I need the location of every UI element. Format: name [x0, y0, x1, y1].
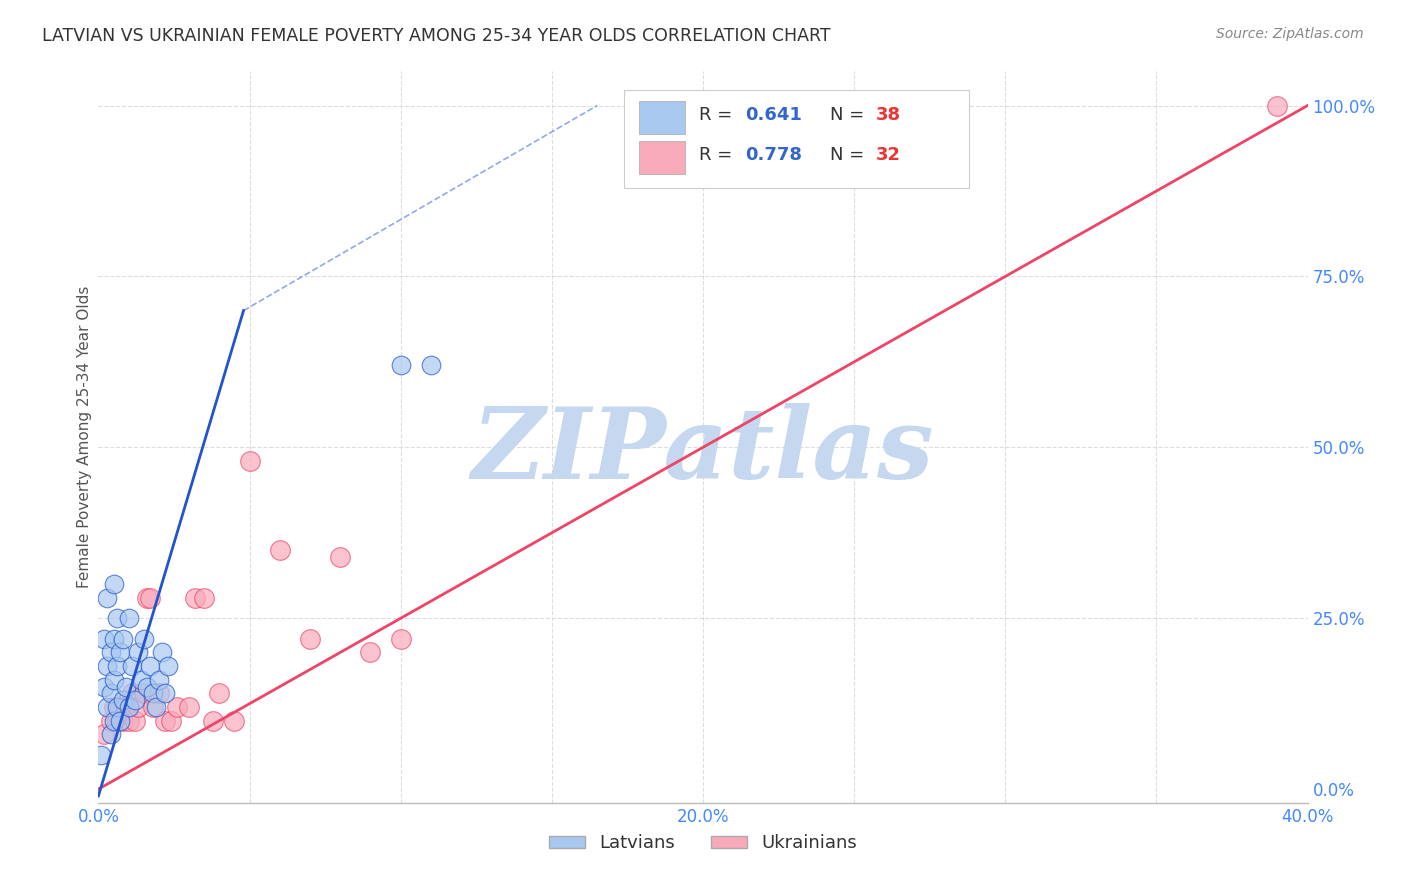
Point: [166, 700, 188, 714]
Point: [127, 700, 149, 714]
Point: [105, 700, 128, 714]
Point: [118, 714, 141, 728]
Point: [148, 686, 170, 700]
FancyBboxPatch shape: [624, 90, 969, 188]
Point: [111, 632, 134, 646]
Legend: Latvians, Ukrainians: Latvians, Ukrainians: [541, 827, 865, 860]
Point: [142, 686, 165, 700]
Point: [93, 680, 115, 694]
Point: [105, 611, 128, 625]
Point: [145, 700, 167, 714]
Bar: [638, 141, 685, 174]
Point: [103, 673, 125, 687]
Point: [153, 714, 176, 728]
Point: [108, 700, 131, 714]
Point: [132, 686, 155, 700]
Text: N =: N =: [830, 106, 870, 124]
Point: [139, 591, 162, 605]
Point: [150, 645, 173, 659]
Point: [148, 673, 170, 687]
Text: 0.641: 0.641: [745, 106, 803, 124]
Text: N =: N =: [830, 146, 870, 164]
Text: 38: 38: [876, 106, 901, 124]
Point: [179, 700, 201, 714]
Point: [93, 632, 115, 646]
Point: [1267, 98, 1289, 112]
Point: [160, 714, 183, 728]
Point: [239, 454, 262, 468]
Point: [108, 645, 131, 659]
Point: [142, 700, 165, 714]
Point: [121, 659, 143, 673]
Point: [124, 693, 146, 707]
Point: [269, 542, 291, 557]
Point: [111, 714, 134, 728]
Point: [135, 591, 157, 605]
Point: [118, 611, 141, 625]
Point: [129, 673, 152, 687]
Y-axis label: Female Poverty Among 25-34 Year Olds: Female Poverty Among 25-34 Year Olds: [77, 286, 91, 588]
Point: [132, 632, 155, 646]
Point: [135, 680, 157, 694]
Point: [360, 645, 382, 659]
Text: ZIPatlas: ZIPatlas: [472, 403, 934, 500]
Point: [208, 686, 231, 700]
Point: [100, 686, 122, 700]
Point: [108, 714, 131, 728]
Point: [184, 591, 207, 605]
Point: [100, 714, 122, 728]
Point: [156, 659, 179, 673]
Point: [103, 700, 125, 714]
Point: [96, 659, 118, 673]
Point: [100, 727, 122, 741]
Point: [111, 693, 134, 707]
Point: [100, 645, 122, 659]
Point: [93, 727, 115, 741]
Point: [103, 577, 125, 591]
Text: 0.778: 0.778: [745, 146, 803, 164]
Point: [299, 632, 322, 646]
Point: [224, 714, 246, 728]
Point: [114, 700, 136, 714]
Point: [121, 686, 143, 700]
Text: R =: R =: [699, 106, 738, 124]
Point: [103, 632, 125, 646]
Point: [202, 714, 225, 728]
Point: [105, 659, 128, 673]
Point: [90, 747, 112, 762]
Point: [389, 359, 412, 373]
Point: [139, 659, 162, 673]
Point: [105, 714, 128, 728]
Point: [96, 700, 118, 714]
Point: [96, 591, 118, 605]
Point: [114, 680, 136, 694]
Point: [153, 686, 176, 700]
Point: [193, 591, 215, 605]
Point: [103, 714, 125, 728]
Point: [329, 549, 352, 564]
Point: [124, 714, 146, 728]
Text: 32: 32: [876, 146, 901, 164]
Text: R =: R =: [699, 146, 738, 164]
Point: [127, 645, 149, 659]
Point: [389, 632, 412, 646]
Point: [420, 359, 443, 373]
Text: LATVIAN VS UKRAINIAN FEMALE POVERTY AMONG 25-34 YEAR OLDS CORRELATION CHART: LATVIAN VS UKRAINIAN FEMALE POVERTY AMON…: [42, 27, 831, 45]
Text: Source: ZipAtlas.com: Source: ZipAtlas.com: [1216, 27, 1364, 41]
Point: [118, 700, 141, 714]
Bar: [638, 101, 685, 134]
